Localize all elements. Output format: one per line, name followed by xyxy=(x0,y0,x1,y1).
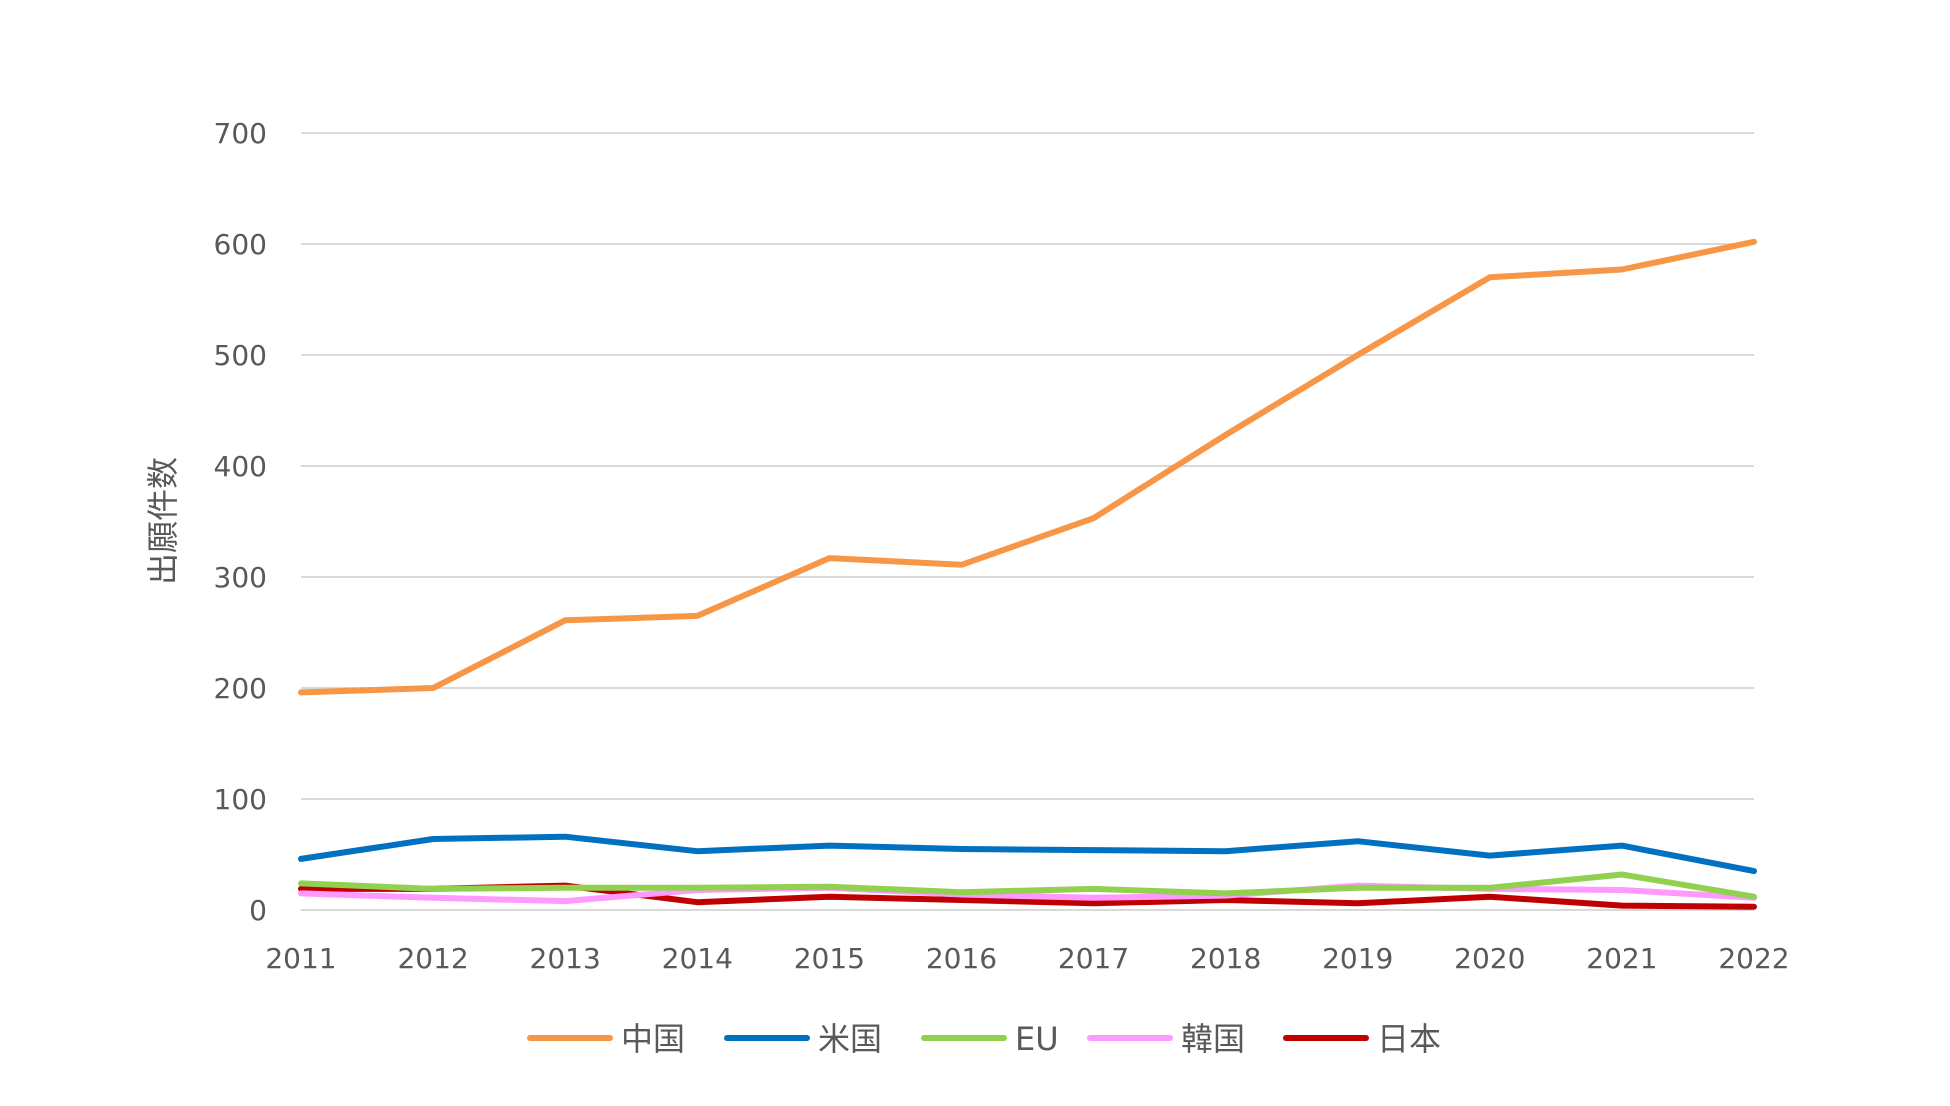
legend-item: EU xyxy=(921,1020,1059,1058)
legend-item: 韓国 xyxy=(1087,1020,1245,1058)
gridlines xyxy=(301,132,1754,911)
y-tick-label: 400 xyxy=(214,450,267,483)
x-tick-label: 2011 xyxy=(265,942,336,975)
y-tick-label: 600 xyxy=(214,228,267,261)
y-tick-label: 500 xyxy=(214,339,267,372)
y-tick-label: 100 xyxy=(214,783,267,816)
series-line-3 xyxy=(298,871,1757,900)
series-line-4 xyxy=(298,882,1757,905)
legend-label: 韓国 xyxy=(1181,1020,1245,1058)
y-tick-label: 0 xyxy=(249,894,267,927)
series-lines xyxy=(298,238,1757,910)
legend-item: 日本 xyxy=(1283,1020,1441,1058)
x-tick-label: 2018 xyxy=(1190,942,1261,975)
x-tick-label: 2022 xyxy=(1718,942,1789,975)
legend-label: 米国 xyxy=(818,1020,882,1058)
x-tick-label: 2013 xyxy=(530,942,601,975)
series-line-2 xyxy=(298,833,1757,875)
legend-label: 中国 xyxy=(621,1020,685,1058)
x-tick-label: 2012 xyxy=(397,942,468,975)
legend-label: 日本 xyxy=(1377,1020,1441,1058)
x-tick-label: 2020 xyxy=(1454,942,1525,975)
y-tick-label: 700 xyxy=(214,117,267,150)
x-tick-label: 2015 xyxy=(794,942,865,975)
x-axis-ticks: 2011 2012 2013 2014 2015 2016 2017 2018 2019 2020… xyxy=(265,942,1789,975)
y-tick-label: 300 xyxy=(214,561,267,594)
x-tick-label: 2017 xyxy=(1058,942,1129,975)
legend-label: EU xyxy=(1015,1020,1059,1058)
x-tick-label: 2016 xyxy=(926,942,997,975)
y-axis-ticks: 0 100 200 300 400 500 600 700 xyxy=(214,117,267,927)
y-axis-title: 出願件数 xyxy=(144,457,182,585)
x-tick-label: 2014 xyxy=(662,942,733,975)
series-line-1 xyxy=(298,238,1757,696)
legend-item: 米国 xyxy=(724,1020,882,1058)
legend-item: 中国 xyxy=(527,1020,685,1058)
x-tick-label: 2021 xyxy=(1586,942,1657,975)
y-tick-label: 200 xyxy=(214,672,267,705)
x-tick-label: 2019 xyxy=(1322,942,1393,975)
legend: 中国 米国 EU 韓国 日本 xyxy=(527,1020,1441,1058)
